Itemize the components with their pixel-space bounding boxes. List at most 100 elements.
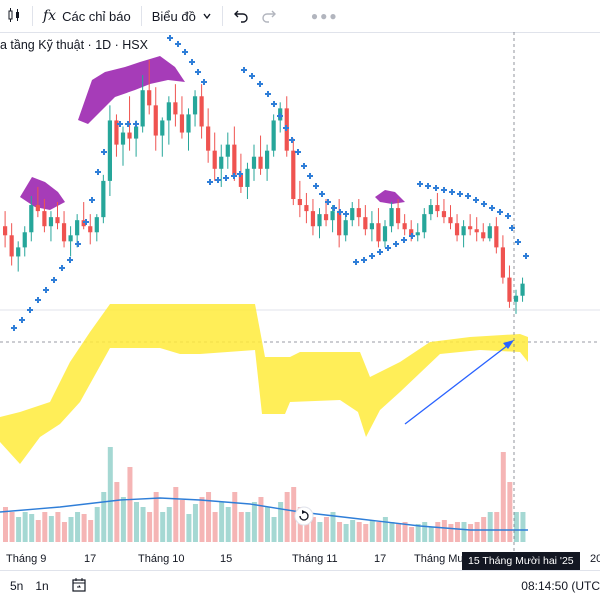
candle-body	[487, 226, 492, 239]
volume-bar	[153, 492, 159, 542]
psar-point	[409, 233, 415, 239]
candle-body	[428, 205, 433, 215]
volume-bar	[225, 507, 231, 542]
volume-bar	[29, 514, 35, 542]
candle-body	[258, 156, 263, 169]
volume-bar	[356, 522, 362, 542]
candle-body	[68, 235, 73, 242]
psar-point	[117, 121, 123, 127]
psar-point	[319, 191, 325, 197]
undo-icon	[233, 7, 249, 26]
candle-body	[42, 211, 47, 227]
volume-bar	[48, 516, 54, 542]
volume-bar	[206, 492, 212, 542]
crosshair-time-label: 15 Tháng Mười hai '25	[462, 552, 580, 570]
chart-legend: a tầng Kỹ thuật · 1D · HSX	[0, 38, 148, 52]
candle-body	[206, 126, 211, 151]
volume-bar	[88, 520, 94, 542]
overlay-band	[375, 190, 405, 204]
chart-pane[interactable]: Tháng 9 17 Tháng 10 15 Tháng 11 17 Tháng Mười 2…	[0, 32, 600, 570]
candle-body	[415, 232, 420, 236]
candle-body	[192, 96, 198, 115]
volume-bar	[134, 502, 139, 542]
psar-point	[277, 113, 283, 119]
candle-body	[29, 205, 34, 233]
psar-point	[223, 175, 229, 181]
reset-chart-button[interactable]	[294, 506, 314, 526]
volume-bar	[402, 522, 408, 542]
undo-button[interactable]	[227, 3, 255, 29]
psar-point	[515, 239, 521, 245]
candle-body	[127, 132, 132, 139]
clock[interactable]: 08:14:50 (UTC	[521, 579, 600, 593]
volume-bar	[389, 522, 395, 542]
more-button[interactable]: ●●●	[305, 3, 345, 29]
toolbar-divider	[140, 6, 142, 26]
chart-type-button[interactable]	[0, 3, 28, 29]
range-5d-button[interactable]: 5n	[10, 579, 24, 593]
candle-body	[376, 223, 381, 242]
volume-bar	[454, 522, 460, 542]
candle-body	[75, 220, 80, 236]
candle-body	[291, 150, 296, 200]
date-range-button[interactable]	[65, 577, 93, 596]
candle-body	[520, 283, 525, 296]
volume-bar	[81, 514, 87, 542]
psar-point	[75, 241, 81, 247]
overlay-band	[78, 56, 185, 124]
psar-point	[473, 197, 479, 203]
range-1m-button[interactable]: 1n	[35, 579, 49, 593]
chevron-down-icon	[202, 9, 212, 24]
candle-body	[94, 217, 99, 233]
volume-bar	[16, 517, 22, 542]
psar-point	[393, 241, 399, 247]
candlestick-icon	[6, 7, 22, 26]
candle-body	[507, 277, 512, 302]
psar-point	[369, 253, 375, 259]
volume-bar	[219, 502, 225, 542]
psar-point	[215, 177, 221, 183]
volume-bar	[376, 522, 382, 542]
volume-bar	[22, 512, 28, 542]
psar-point	[125, 121, 131, 127]
volume-bar	[343, 524, 349, 542]
candle-body	[147, 90, 152, 106]
psar-point	[83, 219, 89, 225]
volume-bar	[422, 522, 428, 542]
volume-bar	[179, 500, 185, 542]
psar-point	[182, 49, 188, 55]
candle-body	[251, 156, 257, 169]
ichimoku-cloud	[0, 304, 528, 464]
redo-button[interactable]	[255, 3, 283, 29]
volume-bar	[127, 467, 133, 542]
volume-bar	[271, 517, 277, 542]
volume-bar	[101, 492, 107, 542]
volume-bar	[304, 512, 310, 542]
volume-bar	[363, 524, 369, 542]
candle-body	[363, 217, 368, 230]
candle-body	[343, 220, 348, 236]
candle-body	[323, 214, 329, 221]
candle-body	[402, 223, 407, 230]
volume-bar	[317, 522, 323, 542]
psar-point	[295, 149, 301, 155]
candle-body	[160, 120, 165, 136]
time-axis-label: Tháng 11	[292, 553, 338, 565]
candle-body	[441, 211, 447, 218]
volume-bar	[350, 520, 356, 542]
volume-ma-line	[0, 497, 528, 531]
candle-body	[238, 174, 243, 187]
volume-bar	[330, 512, 336, 542]
psar-point	[325, 199, 331, 205]
candle-body	[219, 156, 224, 169]
volume-bar	[500, 452, 506, 542]
candle-body	[310, 211, 316, 227]
indicators-button[interactable]: fx Các chỉ báo	[37, 3, 137, 29]
chart-canvas[interactable]: Tháng 9 17 Tháng 10 15 Tháng 11 17 Tháng Mười 2…	[0, 32, 600, 570]
chart-menu-button[interactable]: Biểu đồ	[146, 3, 218, 29]
bottom-toolbar: 5n 1n 08:14:50 (UTC	[0, 570, 600, 601]
psar-point	[51, 277, 57, 283]
psar-point	[35, 297, 41, 303]
psar-point	[133, 121, 139, 127]
psar-point	[377, 249, 383, 255]
